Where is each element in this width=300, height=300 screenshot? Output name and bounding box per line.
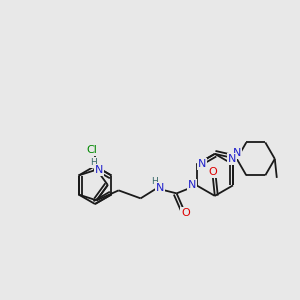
Text: N: N [232,148,241,158]
Text: N: N [228,154,236,164]
Text: N: N [188,180,196,190]
Text: H: H [151,177,158,186]
Text: O: O [208,167,217,177]
Text: N: N [94,165,103,175]
Text: O: O [181,208,190,218]
Text: Cl: Cl [87,145,98,155]
Text: N: N [197,159,206,170]
Text: N: N [155,183,164,194]
Text: H: H [90,158,97,167]
